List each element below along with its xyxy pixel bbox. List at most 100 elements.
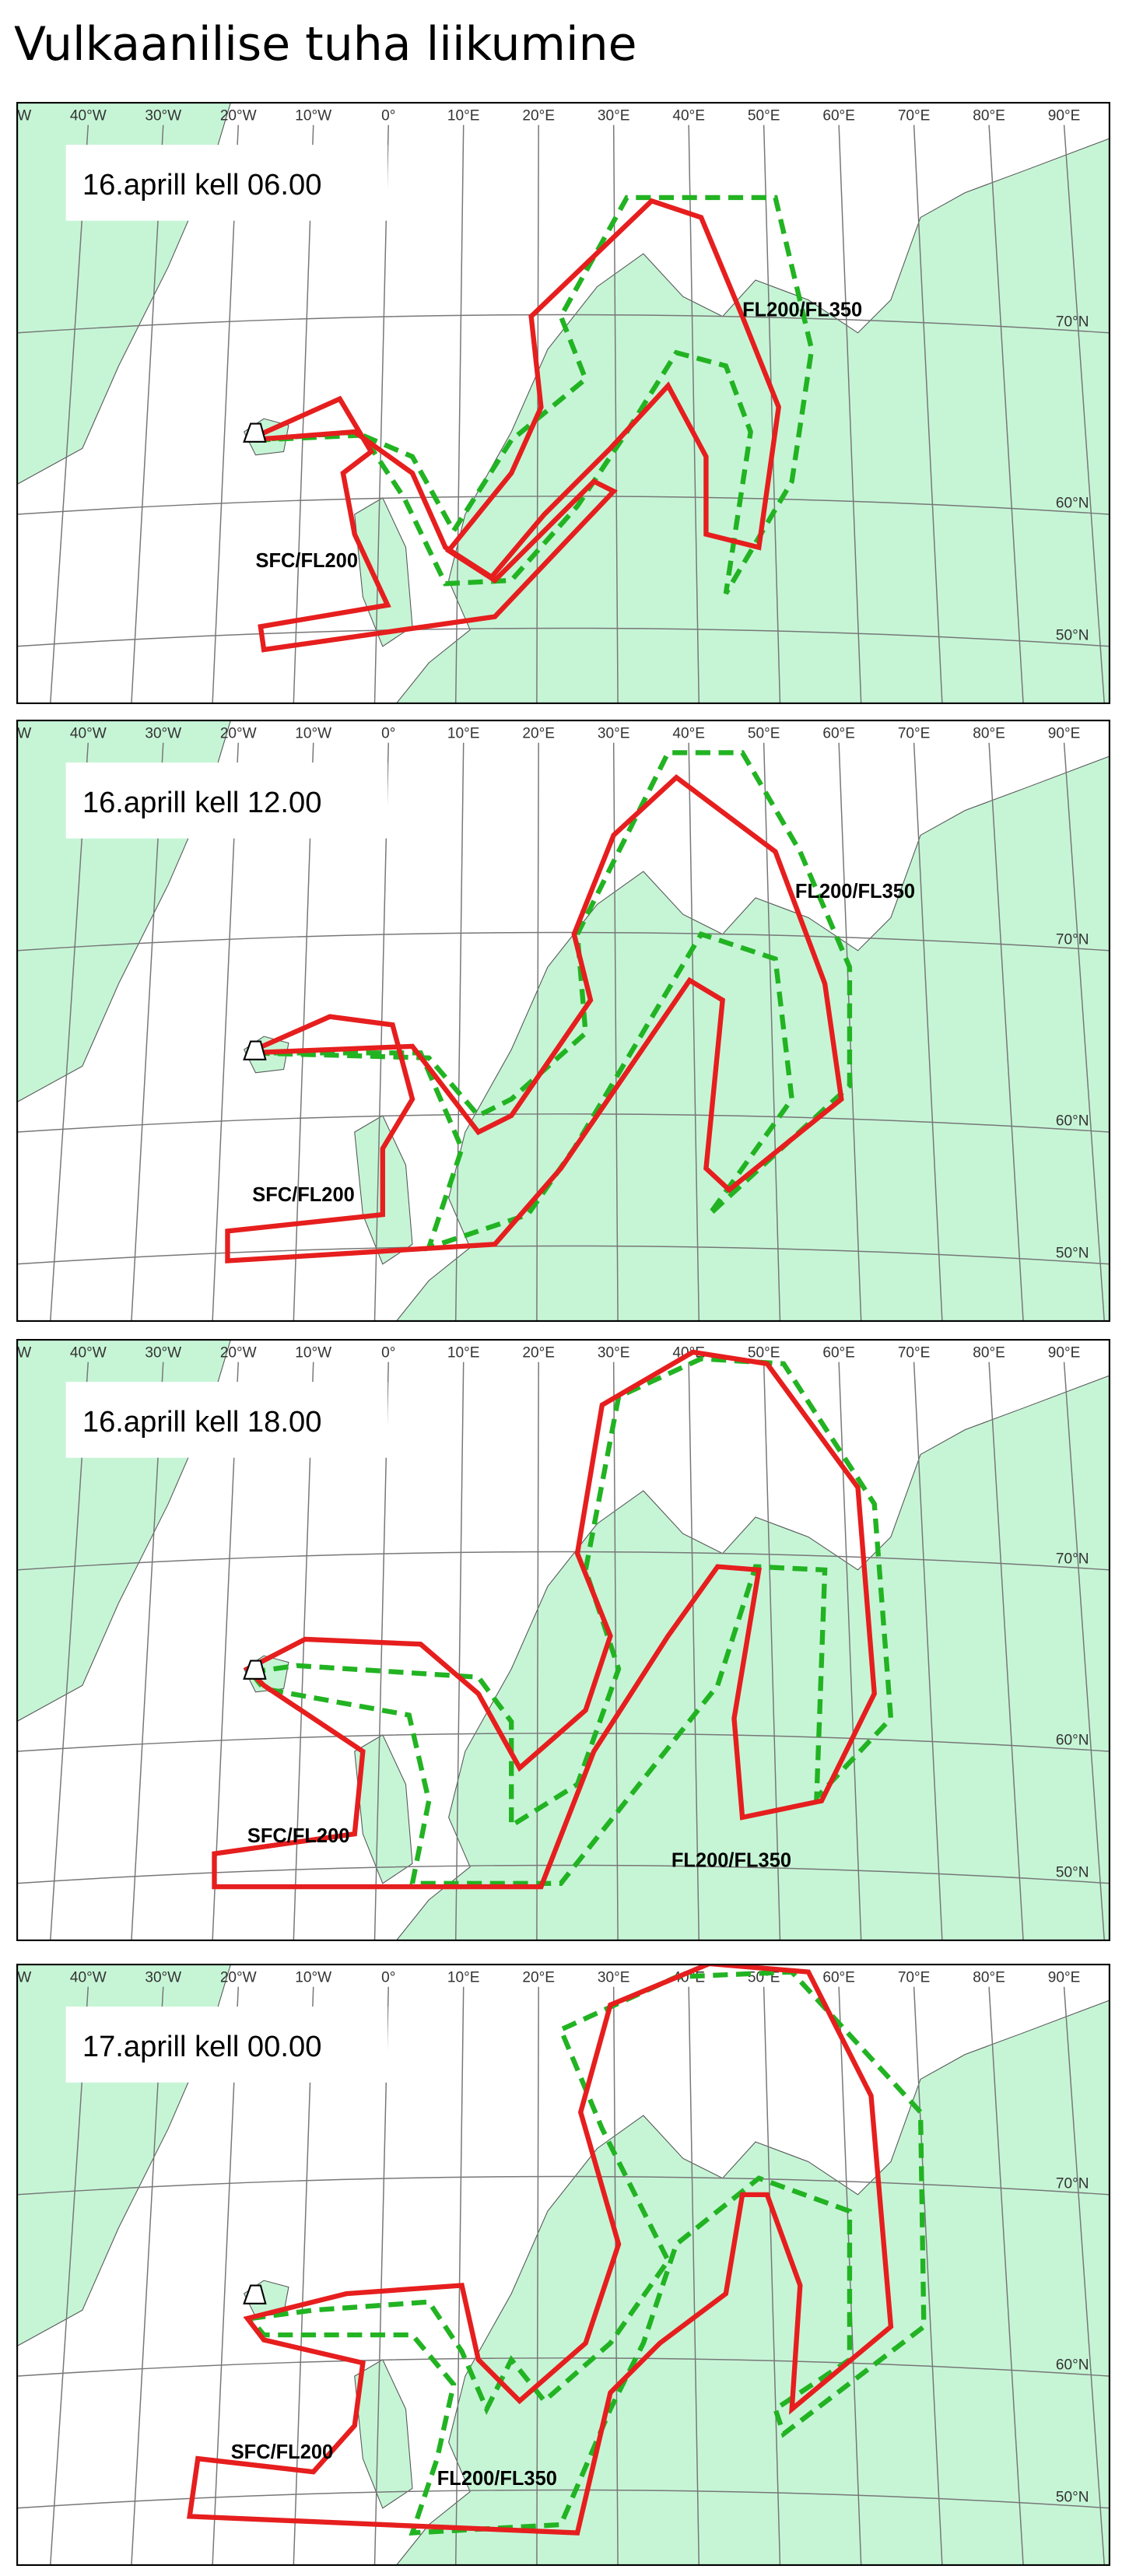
lon-label: 30°W — [145, 1969, 181, 1985]
lon-label: 10°E — [447, 1344, 480, 1361]
lat-label: 50°N — [1056, 2489, 1089, 2505]
plume-label: SFC/FL200 — [256, 550, 358, 572]
parallel — [16, 2357, 1110, 2377]
volcano-icon — [243, 1660, 267, 1680]
parallel — [16, 1245, 1110, 1265]
lon-label: 50°W — [16, 725, 31, 741]
meridian — [1063, 124, 1106, 704]
meridian — [838, 1362, 862, 1941]
lon-label: 40°W — [70, 1344, 107, 1361]
meridian — [838, 124, 862, 704]
meridian — [131, 1362, 164, 1941]
meridian — [49, 1362, 89, 1941]
lon-label: 10°W — [295, 1969, 331, 1985]
lon-label: 30°W — [145, 1344, 181, 1361]
lon-label: 0° — [381, 1969, 395, 1985]
lon-label: 50°E — [748, 1344, 780, 1361]
meridian — [1063, 1986, 1106, 2566]
lon-label: 10°W — [295, 1344, 331, 1361]
lon-label: 20°W — [220, 107, 257, 124]
plume-label: FL200/FL350 — [795, 881, 915, 902]
lon-label: 20°E — [522, 1344, 555, 1361]
ash-area-red — [212, 1349, 877, 1890]
lon-label: 10°E — [447, 725, 480, 741]
parallel — [16, 1551, 1110, 1571]
lon-label: 20°E — [522, 107, 555, 124]
meridian — [373, 1986, 389, 2566]
lat-label: 50°N — [1056, 1864, 1089, 1880]
lon-label: 30°W — [145, 725, 181, 741]
meridian — [131, 742, 164, 1322]
lon-label: 0° — [381, 725, 395, 741]
lon-label: 20°W — [220, 1969, 257, 1985]
lon-label: 90°E — [1048, 1969, 1081, 1985]
lon-label: 20°E — [522, 1969, 555, 1985]
lat-label: 60°N — [1056, 2357, 1089, 2374]
plume-label: SFC/FL200 — [252, 1184, 354, 1206]
lon-label: 10°W — [295, 725, 331, 741]
lon-label: 20°W — [220, 725, 257, 741]
plume-label: SFC/FL200 — [247, 1825, 349, 1847]
parallel — [16, 2489, 1110, 2509]
meridian — [763, 1986, 781, 2566]
ash-area-green — [246, 1356, 894, 1886]
plume-label: SFC/FL200 — [231, 2441, 333, 2463]
meridian — [913, 1986, 943, 2566]
lon-label: 50°W — [16, 107, 31, 124]
lat-label: 70°N — [1056, 1551, 1089, 1567]
map-panel: 50°W40°W30°W20°W10°W0°10°E20°E30°E40°E50… — [16, 1339, 1110, 1941]
lon-label: 10°E — [447, 107, 480, 124]
ash-area-red — [187, 1964, 894, 2536]
frame — [16, 1339, 1110, 1941]
meridian — [763, 742, 781, 1322]
plume-label: FL200/FL350 — [742, 300, 862, 321]
meridian — [131, 1986, 164, 2566]
meridian — [373, 1362, 389, 1941]
panel-time: 16.aprill kell 18.00 — [82, 1405, 322, 1439]
lat-label: 50°N — [1056, 627, 1089, 643]
meridian — [988, 1986, 1024, 2566]
lon-label: 40°W — [70, 1969, 107, 1985]
meridian — [612, 1986, 619, 2566]
lon-label: 20°E — [522, 725, 555, 741]
lat-label: 50°N — [1056, 1245, 1089, 1261]
frame — [16, 102, 1110, 704]
lon-label: 0° — [381, 1344, 395, 1361]
meridian — [688, 124, 700, 704]
meridian — [454, 124, 465, 704]
map-panel: 50°W40°W30°W20°W10°W0°10°E20°E30°E40°E50… — [16, 720, 1110, 1322]
lat-label: 70°N — [1056, 314, 1089, 330]
parallel — [16, 314, 1110, 334]
ash-area-red — [246, 198, 781, 653]
meridian — [988, 742, 1024, 1322]
panel-time: 16.aprill kell 06.00 — [82, 168, 322, 202]
meridian — [49, 742, 89, 1322]
meridian — [212, 1986, 239, 2566]
volcano-icon — [243, 422, 267, 443]
lon-label: 30°E — [598, 1344, 630, 1361]
lon-label: 50°E — [748, 725, 780, 741]
meridian — [688, 742, 700, 1322]
lon-label: 30°E — [598, 725, 630, 741]
lon-label: 40°E — [672, 107, 705, 124]
meridian — [49, 124, 89, 704]
ash-area-green — [246, 1969, 927, 2536]
meridian — [212, 742, 239, 1322]
meridian — [1063, 742, 1106, 1322]
meridian — [212, 124, 239, 704]
title: Vulkaanilise tuha liikumine — [14, 17, 637, 72]
parallel — [16, 1864, 1110, 1884]
lon-label: 60°E — [822, 107, 855, 124]
meridian — [913, 124, 943, 704]
lon-label: 70°E — [898, 1969, 931, 1985]
parallel — [16, 931, 1110, 952]
meridian — [536, 742, 539, 1322]
meridian — [454, 1986, 465, 2566]
lon-label: 70°E — [898, 725, 931, 741]
lon-label: 80°E — [973, 725, 1005, 741]
map-panel: 50°W40°W30°W20°W10°W0°10°E20°E30°E40°E50… — [16, 102, 1110, 704]
lat-label: 60°N — [1056, 1113, 1089, 1130]
meridian — [988, 124, 1024, 704]
label-box — [65, 145, 388, 221]
